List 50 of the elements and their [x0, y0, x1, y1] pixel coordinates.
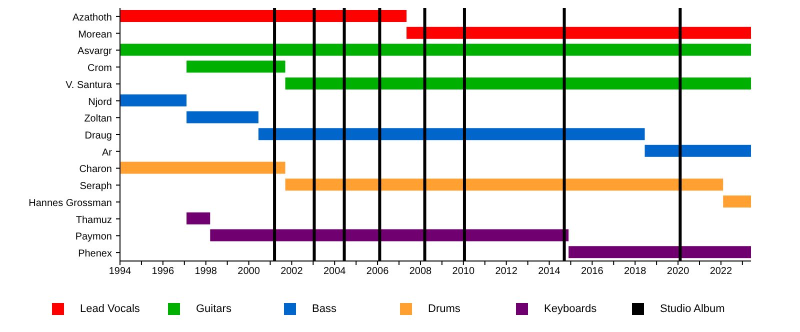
x-tick-label: 2006 — [366, 266, 390, 278]
y-tick-label: Njord — [88, 96, 112, 108]
bar — [210, 229, 569, 242]
y-tick-label: Phenex — [78, 248, 112, 260]
x-tick-label: 2012 — [495, 266, 518, 278]
x-tick-label: 2004 — [324, 266, 346, 278]
y-tick-label: V. Santura — [66, 80, 112, 91]
bar — [120, 94, 187, 106]
bar — [120, 162, 286, 174]
x-tick-label: 2020 — [666, 266, 690, 278]
x-tick-label: 2008 — [409, 266, 432, 278]
x-tick-label: 1994 — [108, 266, 132, 278]
y-tick-label: Paymon — [75, 232, 112, 243]
x-tick-label: 2018 — [624, 266, 647, 278]
x-tick-label: 1998 — [194, 266, 218, 278]
bar — [186, 60, 286, 73]
bar — [120, 44, 751, 56]
legend-label: Bass — [312, 303, 336, 315]
y-tick-label: Draug — [84, 130, 112, 142]
bar — [723, 196, 751, 208]
y-tick-label: Ar — [102, 147, 113, 158]
legend-label: Studio Album — [660, 303, 725, 315]
y-tick-label: Thamuz — [76, 214, 112, 226]
y-tick-label: Azathoth — [72, 12, 112, 24]
legend-label: Keyboards — [544, 303, 597, 315]
y-tick-label: Crom — [88, 63, 112, 74]
x-tick-label: 2002 — [280, 266, 304, 278]
legend-label: Guitars — [196, 303, 232, 315]
legend-label: Drums — [428, 303, 460, 315]
bar — [644, 144, 751, 157]
y-tick-label: Seraph — [80, 181, 112, 192]
bar — [568, 246, 751, 258]
bar — [258, 128, 645, 140]
bar — [406, 26, 751, 39]
x-tick-label: 2022 — [710, 266, 733, 278]
y-tick-label: Asvargr — [78, 46, 113, 58]
bar — [285, 77, 751, 90]
y-tick-label: Charon — [79, 164, 112, 176]
bar — [120, 10, 407, 22]
y-tick-label: Morean — [78, 29, 112, 40]
bar — [186, 212, 210, 224]
x-tick-label: 1996 — [152, 266, 174, 278]
legend-label: Lead Vocals — [80, 303, 140, 315]
x-tick-label: 2016 — [581, 266, 604, 278]
x-tick-label: 2000 — [238, 266, 260, 278]
y-tick-label: Zoltan — [84, 114, 112, 125]
x-tick-label: 2014 — [538, 266, 561, 278]
y-tick-label: Hannes Grossman — [28, 198, 112, 209]
bar — [186, 111, 258, 124]
x-tick-label: 2010 — [452, 266, 475, 278]
